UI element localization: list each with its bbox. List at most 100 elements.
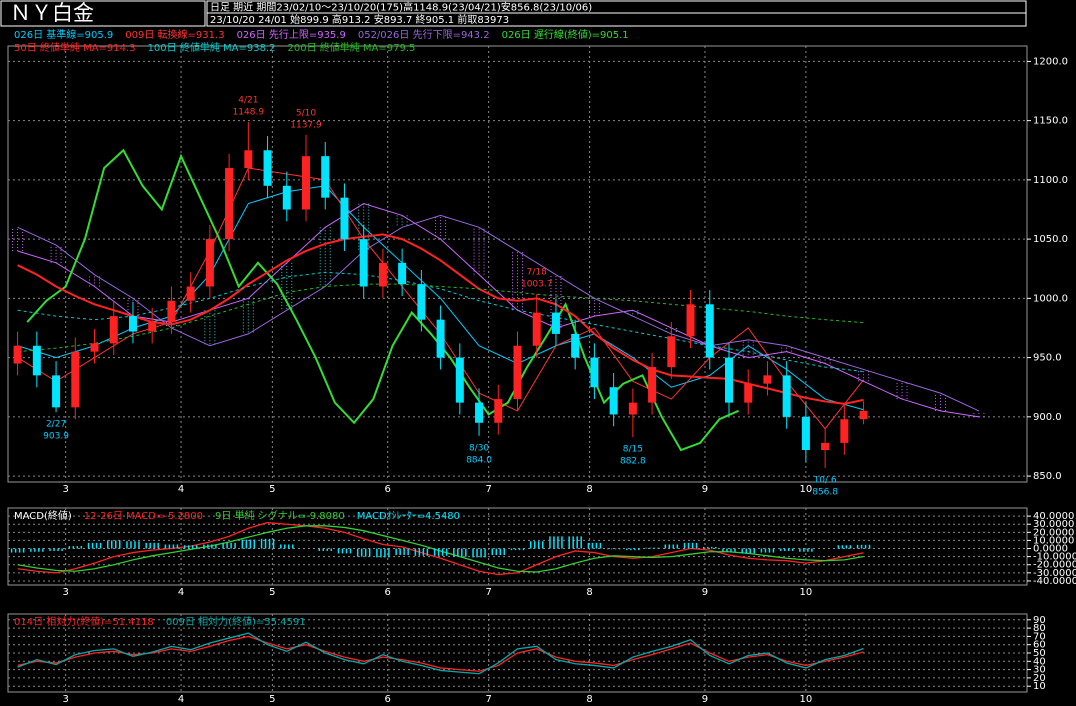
candle-body: [109, 316, 118, 344]
candle-body: [686, 304, 695, 337]
y-tick-label: 850.0: [1033, 471, 1062, 482]
x-tick-label: 10: [800, 484, 813, 495]
legend-entry: 100日 終値単純 MA=938.2: [148, 41, 276, 54]
x-tick-label: 5: [269, 587, 275, 598]
annotation-date: 7/18: [527, 267, 547, 277]
series-line: [26, 148, 740, 452]
candle-body: [52, 375, 61, 408]
candle-body: [648, 367, 657, 403]
candle-body: [282, 185, 291, 210]
series-line: [17, 203, 980, 418]
x-tick-label: 3: [62, 484, 68, 495]
candle-body: [455, 357, 464, 403]
y-tick-label: -10.0000: [1033, 552, 1076, 563]
y-tick-label: 10.0000: [1033, 535, 1074, 546]
candle-body: [13, 345, 22, 364]
y-tick-label: 950.0: [1033, 353, 1062, 364]
candle-body: [513, 345, 522, 400]
y-tick-label: 1000.0: [1033, 293, 1068, 304]
y-tick-label: -40.0000: [1033, 576, 1076, 587]
x-tick-label: 10: [800, 587, 813, 598]
candle-body: [148, 322, 157, 332]
x-tick-label: 6: [385, 694, 391, 705]
y-tick-label: 1150.0: [1033, 116, 1068, 127]
candle-body: [186, 286, 195, 301]
x-tick-label: 4: [178, 694, 184, 705]
y-tick-label: 80: [1033, 623, 1046, 634]
candle-body: [590, 357, 599, 388]
y-tick-label: 60: [1033, 640, 1046, 651]
candle-body: [494, 399, 503, 423]
info-line: 日足 期近 期間23/02/10～23/10/20(175)高1148.9(23…: [210, 1, 592, 14]
x-tick-label: 3: [62, 587, 68, 598]
annotation-value: 884.0: [466, 455, 492, 465]
panel-frame: [7, 507, 1028, 586]
candle-body: [263, 150, 272, 186]
legend-entry: 026日 基準線=905.9: [14, 28, 113, 41]
candle-body: [705, 304, 714, 358]
candle-body: [32, 345, 41, 376]
x-tick-label: 4: [178, 587, 184, 598]
candle-body: [821, 442, 830, 451]
candle-body: [532, 312, 541, 346]
candle-body: [321, 156, 330, 198]
y-tick-label: -20.0000: [1033, 560, 1076, 571]
candle-body: [782, 375, 791, 417]
legend-entry: 12-26日 MACD=-5.2800: [84, 511, 203, 522]
candle-body: [859, 410, 868, 420]
candle-body: [571, 333, 580, 358]
candle-body: [244, 150, 253, 169]
y-tick-label: 0.0000: [1033, 544, 1068, 555]
y-tick-label: 40.0000: [1033, 511, 1074, 522]
legend-entry: 9日 単純 シグナル=-9.8080: [215, 509, 345, 522]
y-tick-label: 30.0000: [1033, 519, 1074, 530]
panel-title: MACD(終値): [14, 509, 72, 522]
annotation-date: 2/27: [46, 420, 66, 430]
candle-body: [436, 319, 445, 358]
y-tick-label: -30.0000: [1033, 568, 1076, 579]
x-tick-label: 9: [702, 484, 708, 495]
y-tick-label: 10: [1033, 681, 1046, 692]
series-line: [17, 214, 980, 412]
annotation-date: 8/30: [469, 443, 489, 453]
series-line: [17, 635, 864, 672]
candle-body: [225, 168, 234, 240]
candle-body: [667, 336, 676, 368]
chart-title: ＮＹ白金: [10, 1, 94, 25]
x-tick-label: 6: [385, 587, 391, 598]
candle-body: [302, 156, 311, 210]
annotation-value: 856.8: [812, 488, 838, 498]
annotation-date: 8/15: [623, 445, 643, 455]
candle-body: [128, 316, 137, 332]
x-tick-label: 8: [586, 587, 592, 598]
legend-entry: 014日 相対力(終値)=51.4118: [14, 615, 154, 628]
x-tick-label: 3: [62, 694, 68, 705]
candle-body: [551, 312, 560, 334]
candle-body: [840, 419, 849, 443]
x-tick-label: 10: [800, 694, 813, 705]
y-tick-label: 1050.0: [1033, 234, 1068, 245]
candle-body: [417, 284, 426, 320]
legend-entry: 009日 相対力(終値)=55.4591: [166, 615, 306, 628]
x-tick-label: 9: [702, 587, 708, 598]
candle-body: [359, 239, 368, 287]
annotation-date: 4/21: [238, 95, 258, 105]
x-tick-label: 4: [178, 484, 184, 495]
annotation-value: 903.9: [43, 432, 69, 442]
x-tick-label: 7: [485, 484, 491, 495]
y-tick-label: 70: [1033, 631, 1046, 642]
candle-body: [744, 383, 753, 403]
x-tick-label: 9: [702, 694, 708, 705]
x-tick-label: 5: [269, 694, 275, 705]
annotation-value: 1148.9: [233, 107, 265, 117]
title-box: [0, 0, 206, 27]
y-tick-label: 50: [1033, 648, 1046, 659]
candle-body: [628, 402, 637, 415]
y-tick-label: 30: [1033, 665, 1046, 676]
series-line: [17, 233, 864, 405]
candle-body: [167, 300, 176, 323]
x-tick-label: 8: [586, 694, 592, 705]
y-tick-label: 1200.0: [1033, 56, 1068, 67]
legend-entry: MACDｵｼﾚｰﾀｰ=4.5480: [357, 510, 460, 522]
legend-entry: 200日 終値単純 MA=979.5: [287, 41, 415, 54]
